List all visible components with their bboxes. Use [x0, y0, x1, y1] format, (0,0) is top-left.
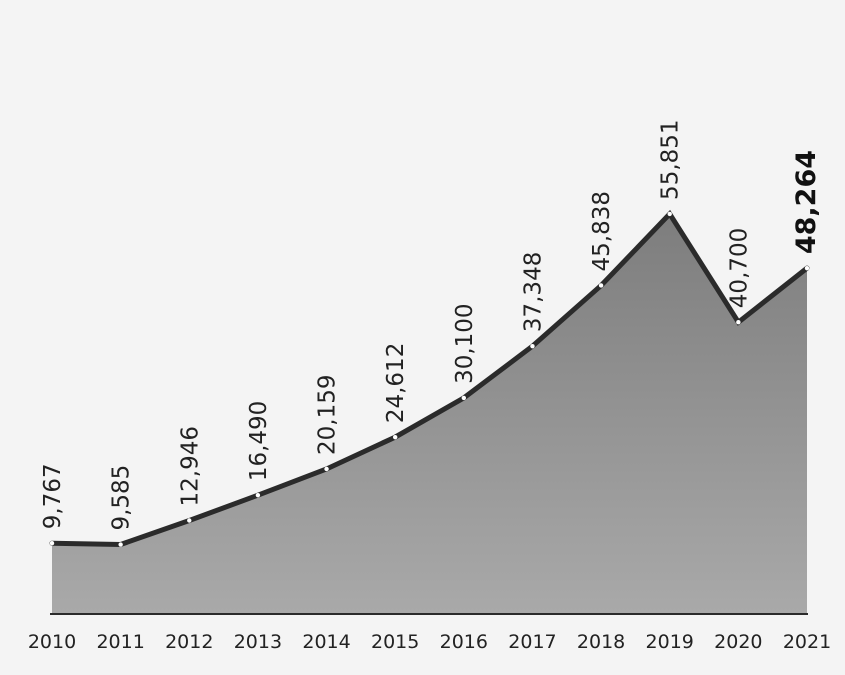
data-label: 9,585: [109, 465, 135, 531]
data-label: 37,348: [520, 252, 546, 332]
x-tick-label: 2010: [28, 631, 76, 653]
data-label: 45,838: [589, 191, 615, 271]
data-point-marker: [118, 542, 123, 547]
data-point-marker: [530, 343, 535, 349]
area-fill: [52, 213, 807, 613]
data-label: 20,159: [315, 374, 341, 454]
data-label: 12,946: [177, 426, 203, 506]
data-label: 30,100: [452, 303, 478, 383]
x-tick-label: 2012: [165, 631, 213, 653]
series-line: [49, 209, 810, 548]
x-tick-label: 2014: [302, 631, 350, 653]
data-point-marker: [49, 541, 55, 546]
data-label: 40,700: [726, 228, 752, 308]
data-point-marker: [392, 434, 398, 440]
data-point-marker: [187, 518, 192, 523]
data-point-marker: [736, 319, 741, 325]
data-point-marker: [461, 395, 467, 401]
x-tick-label: 2015: [371, 631, 419, 653]
data-label: 48,264: [791, 150, 822, 254]
x-tick-label: 2020: [714, 631, 762, 653]
data-point-marker: [598, 283, 604, 288]
data-point-marker: [667, 211, 672, 217]
data-point-marker: [804, 265, 810, 271]
x-tick-label: 2021: [783, 631, 831, 653]
x-tick-label: 2019: [646, 631, 694, 653]
data-label: 55,851: [658, 119, 684, 199]
data-point-marker: [255, 492, 261, 498]
data-label: 9,767: [40, 463, 66, 529]
data-label: 16,490: [246, 401, 272, 481]
x-tick-label: 2013: [234, 631, 282, 653]
x-tick-label: 2016: [440, 631, 488, 653]
x-tick-label: 2017: [508, 631, 556, 653]
data-label: 24,612: [383, 343, 409, 423]
x-tick-label: 2011: [96, 631, 144, 653]
data-point-marker: [324, 466, 329, 472]
x-tick-label: 2018: [577, 631, 625, 653]
